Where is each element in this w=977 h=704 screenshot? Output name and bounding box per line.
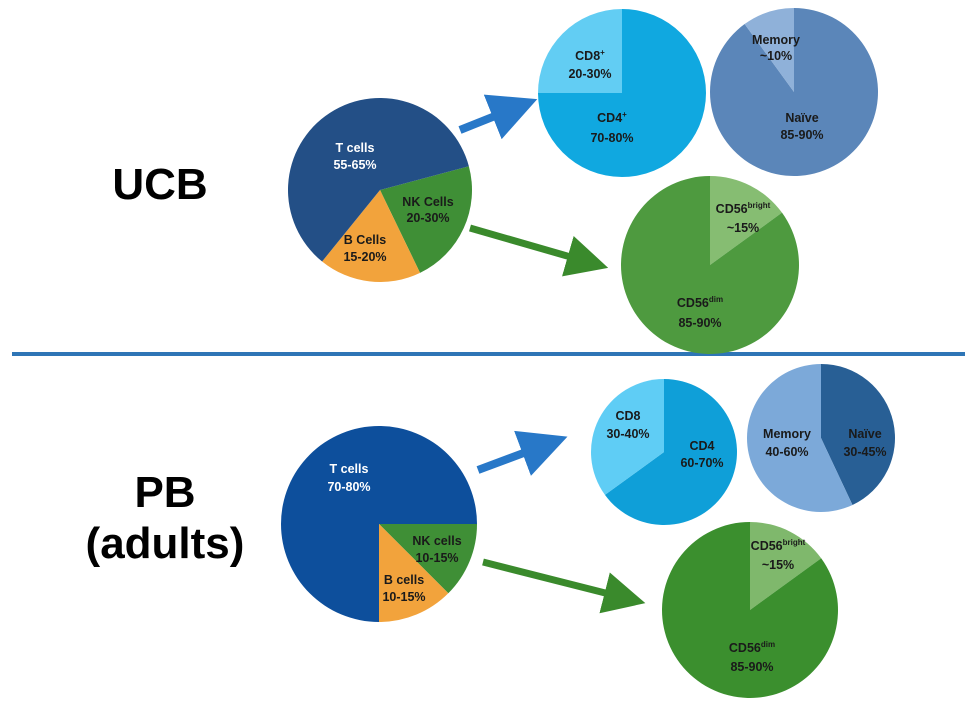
slice-pb-b-cells (379, 524, 449, 622)
label-pb-nk-cells: NK cells (412, 534, 461, 548)
label-ucb-cd56-dim: CD56dim (677, 295, 723, 310)
label-pb-cd56-bright: CD56bright (751, 538, 806, 553)
label-ucb-cd8: CD8+ (575, 48, 605, 63)
slice-ucb-cd56-dim (620, 176, 799, 355)
slice-pb-cd8 (590, 378, 664, 495)
arrow-pb-nk-cells (482, 558, 646, 614)
slice-pb-memory (747, 364, 853, 513)
arrow-ucb-nk-cells (469, 224, 609, 277)
label-pb-b-cells-range: 10-15% (382, 590, 425, 604)
slice-ucb-cd8 (538, 9, 622, 93)
label-ucb-b-cells: B Cells (344, 233, 386, 247)
slice-ucb-b-cells (322, 190, 421, 282)
pie-ucb-naive-memory (710, 8, 878, 176)
label-ucb-naive-range: 85-90% (780, 128, 823, 142)
label-pb-cd56-dim: CD56dim (729, 640, 775, 655)
arrow-pb-t-cells (476, 430, 568, 476)
label-pb-cd8: CD8 (615, 409, 640, 423)
label-pb-cd4: CD4 (689, 439, 714, 453)
label-pb-memory: Memory (763, 427, 811, 441)
slice-pb-t-cells (281, 426, 477, 622)
slice-pb-naive (821, 364, 896, 505)
label-pb-t-cells: T cells (330, 462, 369, 476)
label-pb-cd4-range: 60-70% (680, 456, 723, 470)
label-pb-naive: Naïve (848, 427, 881, 441)
label-pb-t-cells-range: 70-80% (327, 480, 370, 494)
label-ucb-memory: Memory (752, 33, 800, 47)
label-pb-cd56-bright-range: ~15% (762, 558, 794, 572)
label-pb-cd56-dim-range: 85-90% (730, 660, 773, 674)
label-ucb-nk-cells: NK Cells (402, 195, 453, 209)
slice-pb-cd4 (604, 378, 737, 525)
pie-pb-main (281, 426, 477, 622)
section-divider (12, 352, 965, 356)
pie-ucb-t-subsets (538, 9, 706, 177)
label-ucb-naive: Naïve (785, 111, 818, 125)
label-ucb-b-cells-range: 15-20% (343, 250, 386, 264)
pie-ucb-nk-subsets (620, 176, 799, 355)
label-ucb-cd4: CD4+ (597, 110, 627, 125)
label-ucb-cd8-range: 20-30% (568, 67, 611, 81)
pie-pb-nk-subsets (662, 522, 838, 699)
label-ucb-t-cells-range: 55-65% (333, 158, 376, 172)
pie-ucb-main (288, 98, 473, 282)
label-ucb-nk-cells-range: 20-30% (406, 211, 449, 225)
slice-ucb-nk-cells (380, 166, 473, 273)
label-pb-naive-range: 30-45% (843, 445, 886, 459)
slice-pb-cd56-dim (662, 522, 838, 699)
section-title-ucb: UCB (112, 160, 208, 209)
slice-pb-cd56-bright (750, 522, 822, 610)
slice-ucb-cd56-bright (710, 176, 783, 265)
slice-pb-nk-cells (379, 524, 477, 594)
label-ucb-t-cells: T cells (336, 141, 375, 155)
slice-ucb-memory (744, 8, 794, 92)
pie-pb-naive-memory (747, 364, 896, 513)
section-title-pb-line2: (adults) (85, 518, 245, 568)
label-pb-nk-cells-range: 10-15% (415, 551, 458, 565)
label-pb-b-cells: B cells (384, 573, 424, 587)
label-ucb-cd4-range: 70-80% (590, 131, 633, 145)
label-ucb-memory-range: ~10% (760, 49, 792, 63)
slice-ucb-t-cells (288, 98, 469, 262)
label-ucb-cd56-bright: CD56bright (716, 201, 771, 216)
label-ucb-cd56-dim-range: 85-90% (678, 316, 721, 330)
label-pb-cd8-range: 30-40% (606, 427, 649, 441)
section-title-pb: PB (adults) (55, 468, 275, 569)
pie-pb-t-subsets (590, 378, 737, 525)
label-ucb-cd56-bright-range: ~15% (727, 221, 759, 235)
section-title-pb-line1: PB (134, 468, 196, 517)
arrow-ucb-t-cells (458, 94, 538, 140)
label-pb-memory-range: 40-60% (765, 445, 808, 459)
